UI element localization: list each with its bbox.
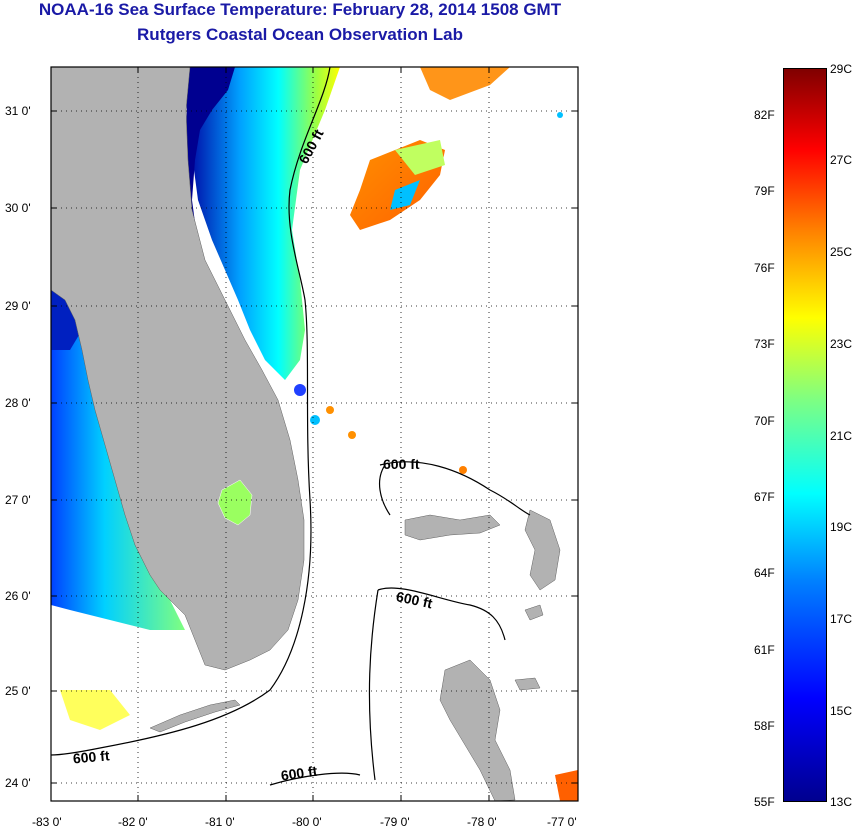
land-layer: [50, 66, 561, 802]
celsius-label: 29C: [830, 62, 853, 76]
map-title: NOAA-16 Sea Surface Temperature: Februar…: [38, 0, 562, 19]
lon-label: -79 0': [380, 815, 410, 829]
fahrenheit-label: 55F: [754, 795, 775, 809]
abaco: [524, 509, 561, 591]
lon-label: -81 0': [205, 815, 235, 829]
fahrenheit-label: 58F: [754, 719, 775, 733]
lat-label: 28 0': [5, 396, 31, 410]
color-scale-bar: [783, 68, 827, 802]
lon-label: -78 0': [467, 815, 497, 829]
fahrenheit-label: 67F: [754, 490, 775, 504]
axis-ticks: [51, 67, 578, 801]
sst-data-layer: [51, 67, 578, 801]
andros: [439, 659, 516, 802]
lat-label: 26 0': [5, 589, 31, 603]
lat-label: 25 0': [5, 684, 31, 698]
fahrenheit-label: 61F: [754, 643, 775, 657]
celsius-label: 15C: [830, 704, 853, 718]
lat-label: 27 0': [5, 493, 31, 507]
celsius-label: 25C: [830, 245, 853, 259]
lon-label: -80 0': [292, 815, 322, 829]
contour-label: 600 ft: [72, 747, 110, 766]
fahrenheit-label: 64F: [754, 566, 775, 580]
lat-label: 31 0': [5, 104, 31, 118]
contour-label: 600 ft: [383, 456, 420, 472]
map-subtitle: Rutgers Coastal Ocean Observation Lab: [137, 25, 463, 44]
contour-label: 600 ft: [280, 763, 319, 784]
fahrenheit-label: 73F: [754, 337, 775, 351]
fahrenheit-label: 70F: [754, 414, 775, 428]
celsius-label: 13C: [830, 795, 853, 809]
lon-label: -82 0': [118, 815, 148, 829]
celsius-label: 19C: [830, 520, 853, 534]
contour-label: 600 ft: [395, 588, 434, 611]
lon-label: -83 0': [32, 815, 62, 829]
grand-bahama: [404, 514, 501, 541]
celsius-label: 23C: [830, 337, 853, 351]
celsius-label: 17C: [830, 612, 853, 626]
lat-label: 30 0': [5, 201, 31, 215]
celsius-label: 27C: [830, 153, 853, 167]
lon-label: -77 0': [547, 815, 577, 829]
fahrenheit-label: 76F: [754, 261, 775, 275]
fahrenheit-label: 82F: [754, 108, 775, 122]
lat-label: 29 0': [5, 299, 31, 313]
fahrenheit-label: 79F: [754, 184, 775, 198]
lat-label: 24 0': [5, 776, 31, 790]
map-border: [50, 66, 579, 802]
celsius-label: 21C: [830, 429, 853, 443]
isobath-600ft: [50, 66, 531, 786]
